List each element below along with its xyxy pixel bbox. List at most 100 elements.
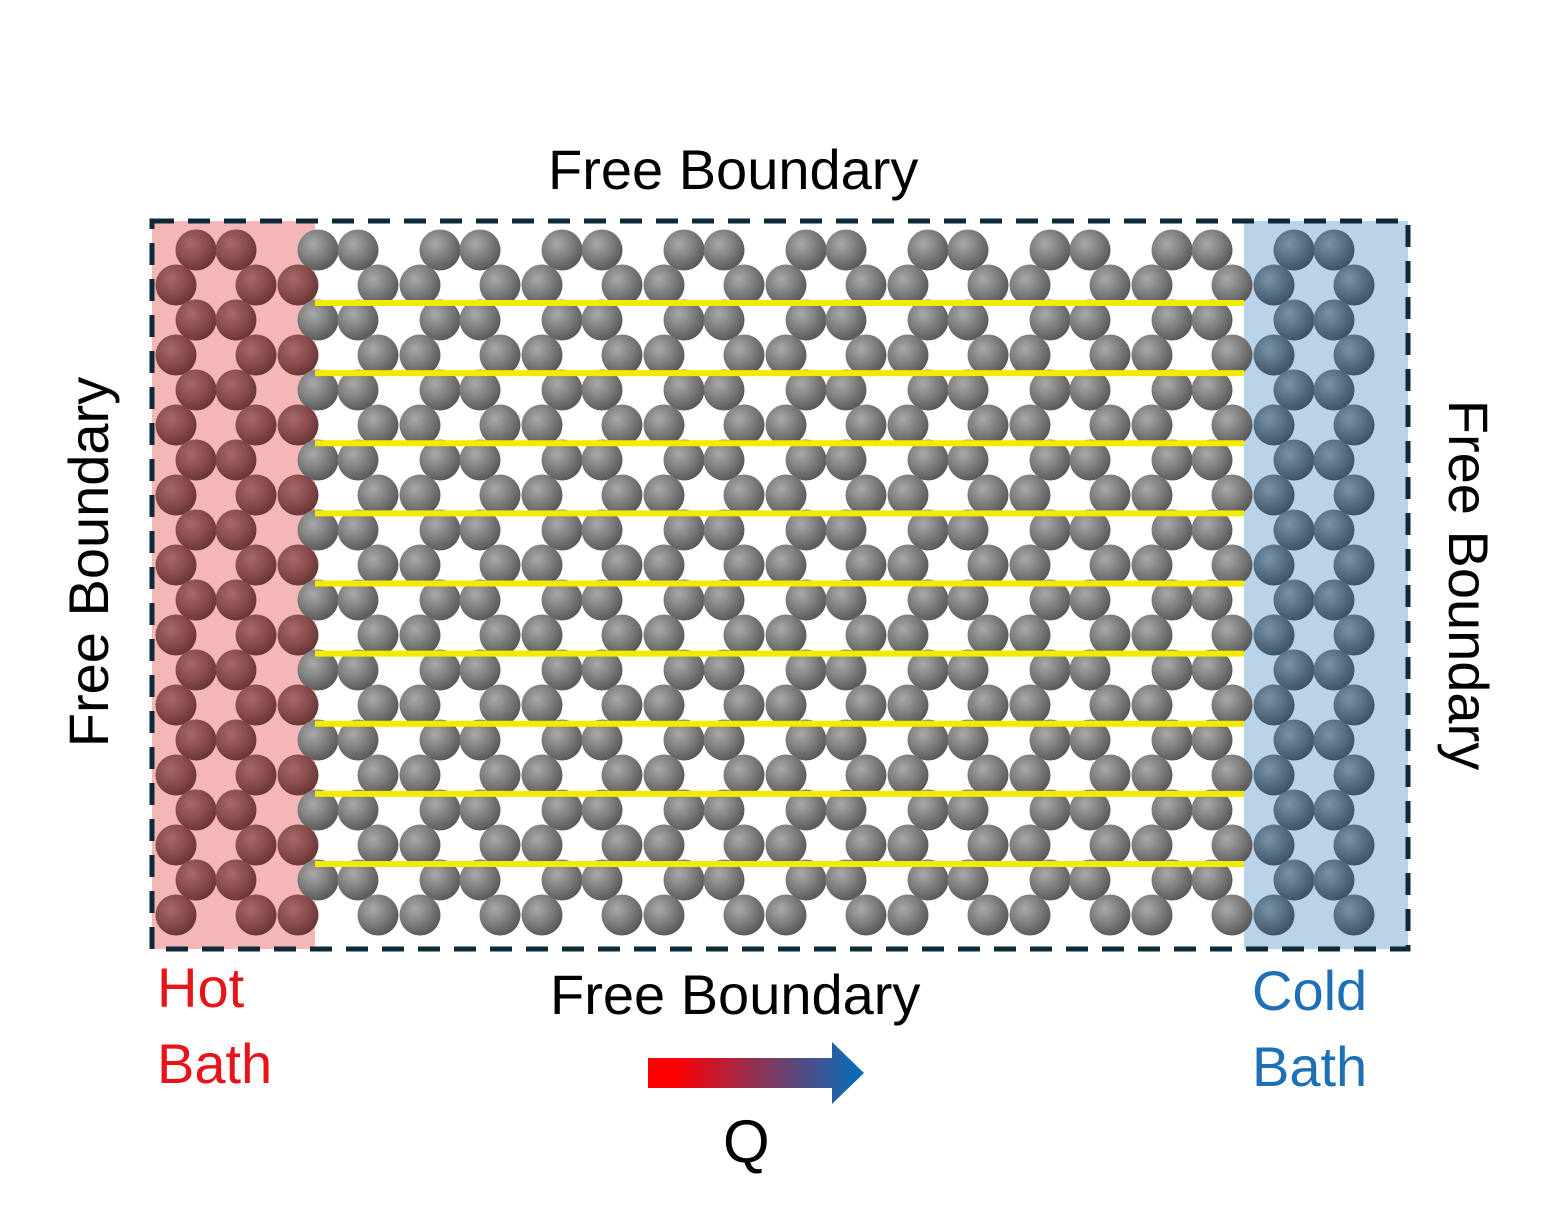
atom <box>541 439 583 481</box>
atom <box>479 614 521 656</box>
atom <box>1313 649 1355 691</box>
atom <box>887 894 929 936</box>
atom <box>825 649 867 691</box>
atom <box>155 404 197 446</box>
atom <box>723 544 765 586</box>
atom <box>215 439 257 481</box>
atom <box>703 369 745 411</box>
atom <box>1089 404 1131 446</box>
atom <box>1029 299 1071 341</box>
heat-flow-label: Q <box>723 1108 770 1175</box>
atom <box>947 369 989 411</box>
atom <box>825 719 867 761</box>
atom <box>1253 684 1295 726</box>
atom <box>947 789 989 831</box>
atom <box>155 334 197 376</box>
atom <box>419 649 461 691</box>
atom <box>785 789 827 831</box>
atom <box>337 299 379 341</box>
atom <box>907 509 949 551</box>
atom <box>541 369 583 411</box>
atom <box>703 789 745 831</box>
atom <box>399 544 441 586</box>
atom <box>357 754 399 796</box>
atom <box>155 824 197 866</box>
atom <box>541 719 583 761</box>
atom <box>175 299 217 341</box>
atom <box>337 369 379 411</box>
atom <box>419 719 461 761</box>
atom <box>887 474 929 516</box>
atom <box>357 894 399 936</box>
atom <box>175 859 217 901</box>
atom <box>967 684 1009 726</box>
atom <box>1131 474 1173 516</box>
atom <box>1029 439 1071 481</box>
atom <box>601 334 643 376</box>
atom <box>337 859 379 901</box>
atom <box>601 474 643 516</box>
atom <box>1273 229 1315 271</box>
atom <box>297 509 339 551</box>
atom <box>947 439 989 481</box>
stripe-lines <box>315 300 1244 867</box>
atom <box>1333 404 1375 446</box>
atom <box>825 579 867 621</box>
atom <box>907 579 949 621</box>
atom <box>703 859 745 901</box>
atom <box>947 299 989 341</box>
atom <box>1253 824 1295 866</box>
atom <box>643 824 685 866</box>
atom <box>845 264 887 306</box>
atom <box>845 404 887 446</box>
atom <box>155 474 197 516</box>
atom <box>663 299 705 341</box>
atom <box>1089 684 1131 726</box>
atom <box>1273 789 1315 831</box>
atom <box>459 439 501 481</box>
atom <box>521 614 563 656</box>
atom <box>643 894 685 936</box>
atom <box>1313 719 1355 761</box>
atom <box>825 439 867 481</box>
atom <box>521 264 563 306</box>
atom <box>1009 334 1051 376</box>
atom <box>845 334 887 376</box>
atom <box>785 579 827 621</box>
atom <box>215 649 257 691</box>
atom <box>235 544 277 586</box>
atom <box>1151 299 1193 341</box>
atom <box>337 439 379 481</box>
atom <box>663 649 705 691</box>
atom <box>1211 544 1253 586</box>
atom <box>277 824 319 866</box>
atom <box>785 859 827 901</box>
atom <box>723 474 765 516</box>
atom <box>337 509 379 551</box>
atom <box>785 369 827 411</box>
atom <box>155 264 197 306</box>
atom <box>887 544 929 586</box>
atom <box>399 264 441 306</box>
atom <box>1069 299 1111 341</box>
atom <box>703 299 745 341</box>
atom <box>1211 614 1253 656</box>
atom <box>643 754 685 796</box>
atom <box>459 299 501 341</box>
atom <box>1273 649 1315 691</box>
atom <box>601 824 643 866</box>
atom <box>1069 719 1111 761</box>
atom <box>601 894 643 936</box>
atom <box>845 824 887 866</box>
atom <box>765 614 807 656</box>
atom <box>967 824 1009 866</box>
atom <box>1191 859 1233 901</box>
atom <box>1191 719 1233 761</box>
atom <box>1253 474 1295 516</box>
atom <box>845 544 887 586</box>
atom <box>215 369 257 411</box>
atom <box>887 264 929 306</box>
atom <box>1253 334 1295 376</box>
atom <box>479 334 521 376</box>
atom <box>967 474 1009 516</box>
